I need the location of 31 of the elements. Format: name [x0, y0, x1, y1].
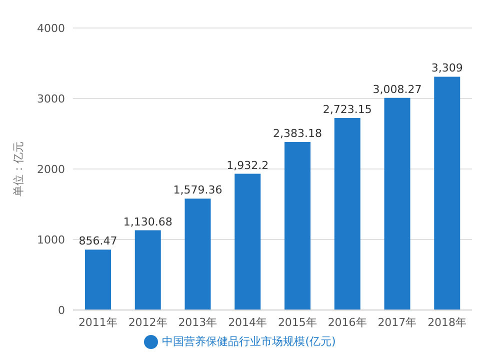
x-tick-label: 2014年 [228, 316, 268, 329]
y-tick-label: 0 [58, 304, 65, 317]
x-tick-label: 2011年 [78, 316, 118, 329]
x-tick-label: 2018年 [428, 316, 467, 329]
bar [384, 98, 410, 310]
data-label: 2,723.15 [322, 103, 372, 116]
bar [284, 142, 310, 310]
y-tick-label: 4000 [37, 22, 65, 35]
data-label: 3,309 [431, 62, 463, 75]
bar [184, 198, 211, 310]
data-label: 1,932.2 [226, 158, 269, 172]
x-tick-label: 2012年 [128, 316, 168, 329]
y-axis-title: 单位：亿元 [12, 142, 25, 196]
bar [85, 250, 111, 310]
x-tick-label: 2017年 [378, 316, 417, 329]
y-tick-label: 1000 [37, 233, 65, 246]
bar [234, 174, 261, 310]
x-tick-label: 2015年 [278, 316, 317, 329]
y-tick-label: 3000 [37, 92, 65, 106]
y-tick-label: 2000 [37, 162, 65, 176]
legend-label: 中国营养保健品行业市场规模(亿元) [162, 335, 336, 348]
data-label: 1,130.68 [123, 215, 172, 228]
data-label: 2,383.18 [273, 126, 322, 140]
data-label: 3,008.27 [372, 82, 422, 96]
data-label: 856.47 [78, 234, 118, 248]
bar [434, 76, 460, 310]
data-label: 1,579.36 [173, 184, 222, 197]
x-tick-label: 2016年 [328, 316, 367, 329]
bar [334, 118, 360, 310]
x-tick-label: 2013年 [178, 316, 218, 329]
bar [134, 230, 161, 310]
